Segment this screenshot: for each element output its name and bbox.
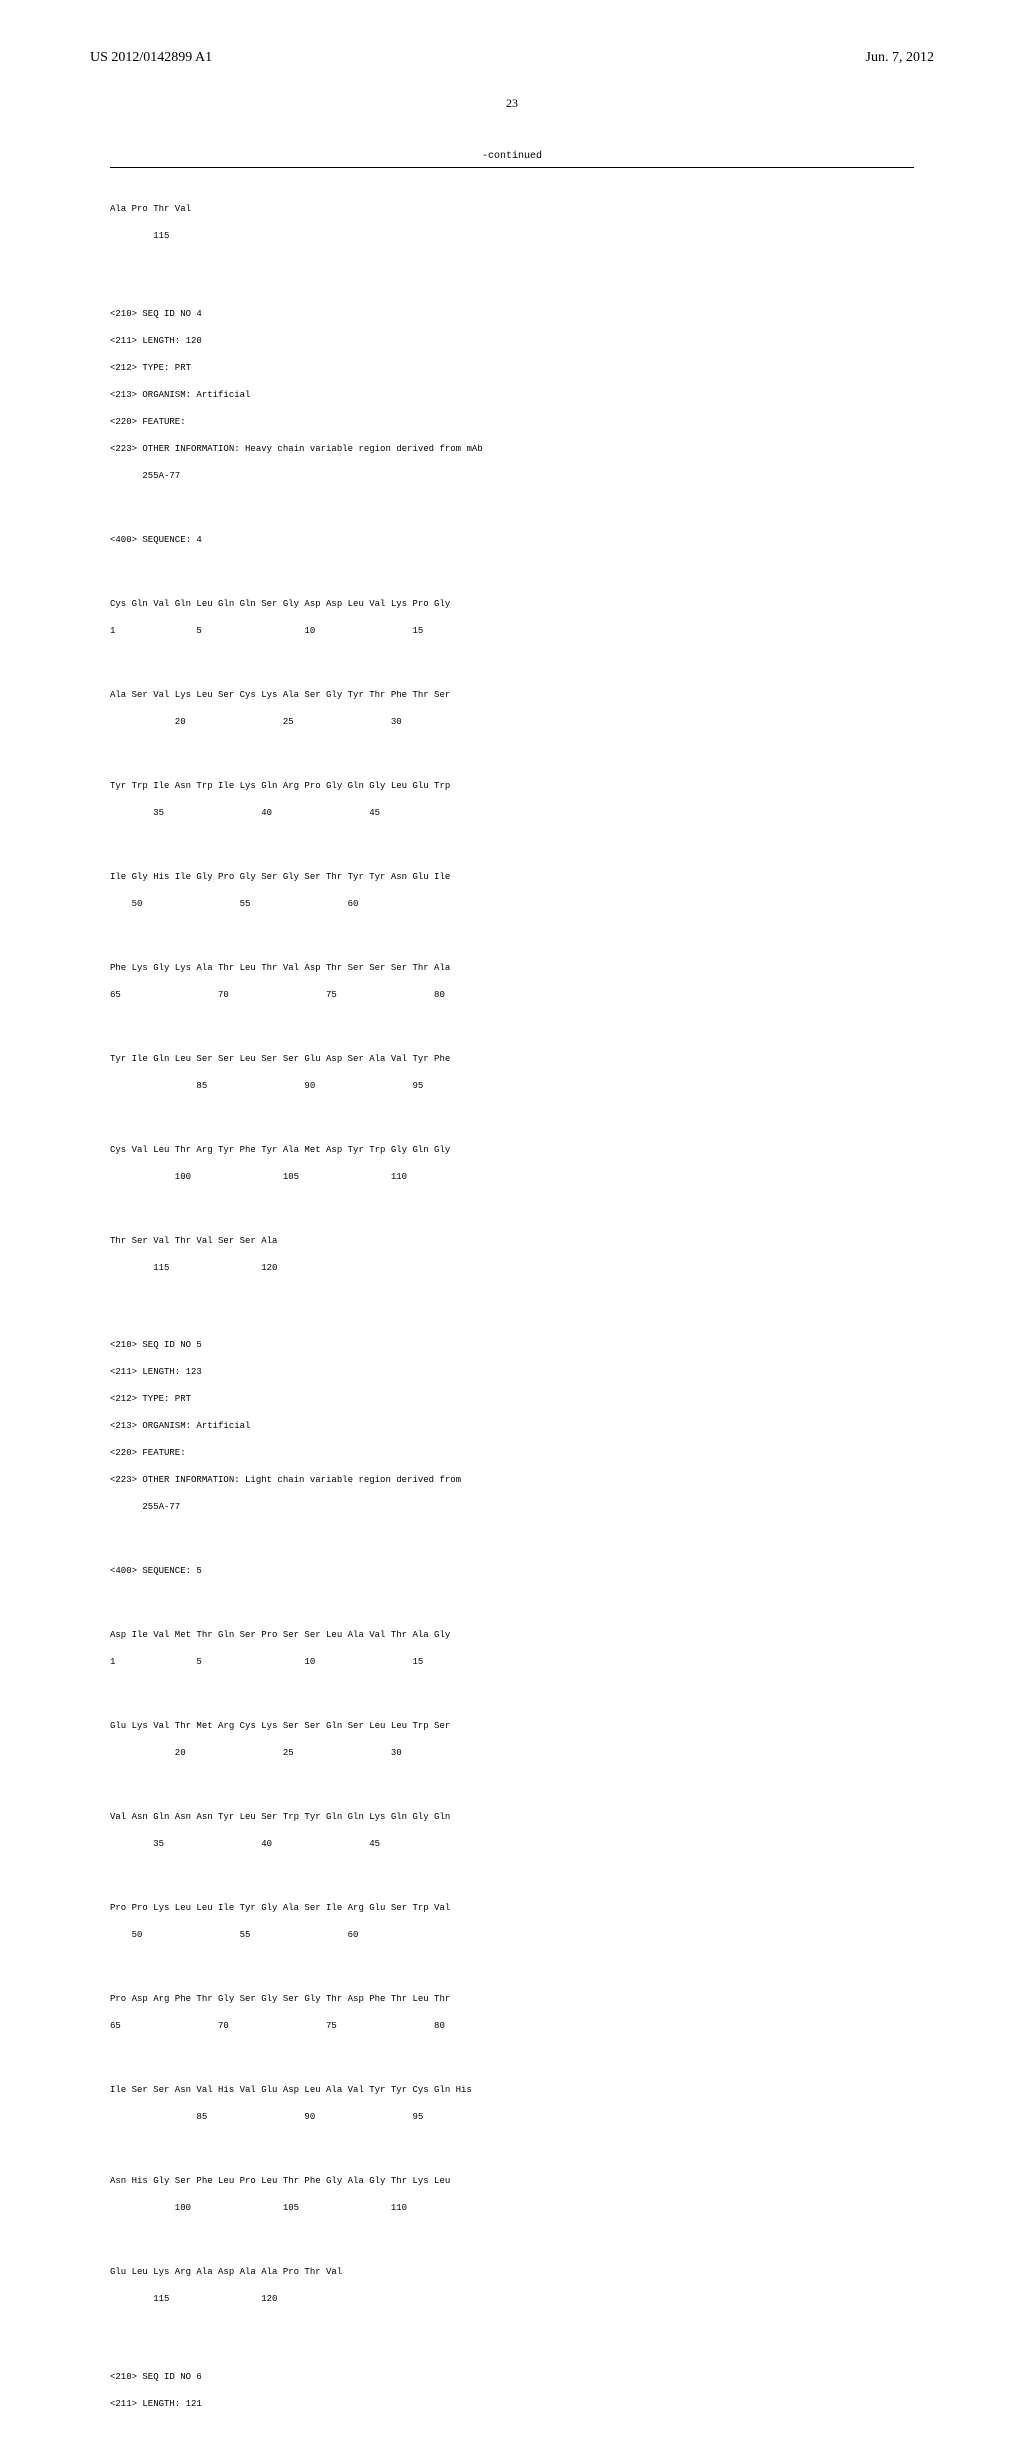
meta-line: <212> TYPE: PRT [110, 1393, 914, 1407]
seq-row: Ala Ser Val Lys Leu Ser Cys Lys Ala Ser … [110, 689, 914, 703]
meta-line: <220> FEATURE: [110, 1447, 914, 1461]
seq-num: 50 55 60 [110, 1929, 914, 1943]
seq5-row-5: Ile Ser Ser Asn Val His Val Glu Asp Leu … [110, 2071, 914, 2139]
seq-num: 65 70 75 80 [110, 2020, 914, 2034]
seq3-tail: Ala Pro Thr Val 115 [110, 190, 914, 258]
seq-row: Pro Pro Lys Leu Leu Ile Tyr Gly Ala Ser … [110, 1902, 914, 1916]
seq4-row-1: Ala Ser Val Lys Leu Ser Cys Lys Ala Ser … [110, 675, 914, 743]
seq-row: Thr Ser Val Thr Val Ser Ser Ala [110, 1235, 914, 1249]
seq-num: 85 90 95 [110, 2111, 914, 2125]
seq-num: 20 25 30 [110, 1747, 914, 1761]
meta-line: <211> LENGTH: 120 [110, 335, 914, 349]
seq-num: 35 40 45 [110, 807, 914, 821]
seq4-row-6: Cys Val Leu Thr Arg Tyr Phe Tyr Ala Met … [110, 1130, 914, 1198]
seq6-meta: <210> SEQ ID NO 6 <211> LENGTH: 121 [110, 2357, 914, 2425]
seq4-row-2: Tyr Trp Ile Asn Trp Ile Lys Gln Arg Pro … [110, 766, 914, 834]
meta-line: <210> SEQ ID NO 4 [110, 308, 914, 322]
page-number: 23 [0, 96, 1024, 111]
sequence-content: Ala Pro Thr Val 115 <210> SEQ ID NO 4 <2… [0, 176, 1024, 2448]
seq5-label: <400> SEQUENCE: 5 [110, 1552, 914, 1593]
seq4-label: <400> SEQUENCE: 4 [110, 520, 914, 561]
seq-num: 100 105 110 [110, 1171, 914, 1185]
seq-row: Tyr Trp Ile Asn Trp Ile Lys Gln Arg Pro … [110, 780, 914, 794]
seq-row: Val Asn Gln Asn Asn Tyr Leu Ser Trp Tyr … [110, 1811, 914, 1825]
seq4-row-4: Phe Lys Gly Lys Ala Thr Leu Thr Val Asp … [110, 948, 914, 1016]
meta-line: <213> ORGANISM: Artificial [110, 1420, 914, 1434]
seq-num: 1 5 10 15 [110, 625, 914, 639]
seq-row: Cys Val Leu Thr Arg Tyr Phe Tyr Ala Met … [110, 1144, 914, 1158]
seq4-row-7: Thr Ser Val Thr Val Ser Ser Ala 115 120 [110, 1221, 914, 1289]
seq4-meta: <210> SEQ ID NO 4 <211> LENGTH: 120 <212… [110, 294, 914, 497]
seq5-row-3: Pro Pro Lys Leu Leu Ile Tyr Gly Ala Ser … [110, 1889, 914, 1957]
sequence-label: <400> SEQUENCE: 5 [110, 1565, 914, 1579]
divider-top [110, 167, 914, 168]
meta-line: 255A-77 [110, 1501, 914, 1515]
meta-line: <211> LENGTH: 121 [110, 2398, 914, 2412]
seq-row: Ile Gly His Ile Gly Pro Gly Ser Gly Ser … [110, 871, 914, 885]
seq-row: Ala Pro Thr Val [110, 203, 914, 217]
seq-num: 35 40 45 [110, 1838, 914, 1852]
seq-row: Asn His Gly Ser Phe Leu Pro Leu Thr Phe … [110, 2175, 914, 2189]
meta-line: <213> ORGANISM: Artificial [110, 389, 914, 403]
meta-line: <223> OTHER INFORMATION: Light chain var… [110, 1474, 914, 1488]
seq-num: 100 105 110 [110, 2202, 914, 2216]
seq-row: Phe Lys Gly Lys Ala Thr Leu Thr Val Asp … [110, 962, 914, 976]
seq-row: Ile Ser Ser Asn Val His Val Glu Asp Leu … [110, 2084, 914, 2098]
seq5-row-1: Glu Lys Val Thr Met Arg Cys Lys Ser Ser … [110, 1707, 914, 1775]
meta-line: 255A-77 [110, 470, 914, 484]
seq4-row-5: Tyr Ile Gln Leu Ser Ser Leu Ser Ser Glu … [110, 1039, 914, 1107]
seq-num: 1 5 10 15 [110, 1656, 914, 1670]
seq-num: 115 120 [110, 1262, 914, 1276]
seq5-row-2: Val Asn Gln Asn Asn Tyr Leu Ser Trp Tyr … [110, 1798, 914, 1866]
seq-row: Cys Gln Val Gln Leu Gln Gln Ser Gly Asp … [110, 598, 914, 612]
seq-row: Glu Lys Val Thr Met Arg Cys Lys Ser Ser … [110, 1720, 914, 1734]
meta-line: <212> TYPE: PRT [110, 362, 914, 376]
meta-line: <210> SEQ ID NO 6 [110, 2371, 914, 2385]
meta-line: <211> LENGTH: 123 [110, 1366, 914, 1380]
seq-num: 20 25 30 [110, 716, 914, 730]
seq-row: Tyr Ile Gln Leu Ser Ser Leu Ser Ser Glu … [110, 1053, 914, 1067]
seq5-row-0: Asp Ile Val Met Thr Gln Ser Pro Ser Ser … [110, 1616, 914, 1684]
page-header: US 2012/0142899 A1 Jun. 7, 2012 [0, 0, 1024, 96]
meta-line: <223> OTHER INFORMATION: Heavy chain var… [110, 443, 914, 457]
seq-row: Glu Leu Lys Arg Ala Asp Ala Ala Pro Thr … [110, 2266, 914, 2280]
seq-num: 85 90 95 [110, 1080, 914, 1094]
meta-line: <210> SEQ ID NO 5 [110, 1339, 914, 1353]
seq5-row-6: Asn His Gly Ser Phe Leu Pro Leu Thr Phe … [110, 2162, 914, 2230]
seq-row: Asp Ile Val Met Thr Gln Ser Pro Ser Ser … [110, 1629, 914, 1643]
publication-date: Jun. 7, 2012 [866, 50, 934, 66]
sequence-label: <400> SEQUENCE: 4 [110, 534, 914, 548]
seq-num: 65 70 75 80 [110, 989, 914, 1003]
seq-num: 115 120 [110, 2293, 914, 2307]
seq5-row-4: Pro Asp Arg Phe Thr Gly Ser Gly Ser Gly … [110, 1980, 914, 2048]
seq4-row-3: Ile Gly His Ile Gly Pro Gly Ser Gly Ser … [110, 857, 914, 925]
continued-label: -continued [0, 151, 1024, 162]
meta-line: <220> FEATURE: [110, 416, 914, 430]
seq-num: 50 55 60 [110, 898, 914, 912]
publication-number: US 2012/0142899 A1 [90, 50, 212, 66]
seq-num: 115 [110, 230, 914, 244]
seq5-row-7: Glu Leu Lys Arg Ala Asp Ala Ala Pro Thr … [110, 2253, 914, 2321]
seq5-meta: <210> SEQ ID NO 5 <211> LENGTH: 123 <212… [110, 1326, 914, 1529]
seq4-row-0: Cys Gln Val Gln Leu Gln Gln Ser Gly Asp … [110, 584, 914, 652]
seq-row: Pro Asp Arg Phe Thr Gly Ser Gly Ser Gly … [110, 1993, 914, 2007]
